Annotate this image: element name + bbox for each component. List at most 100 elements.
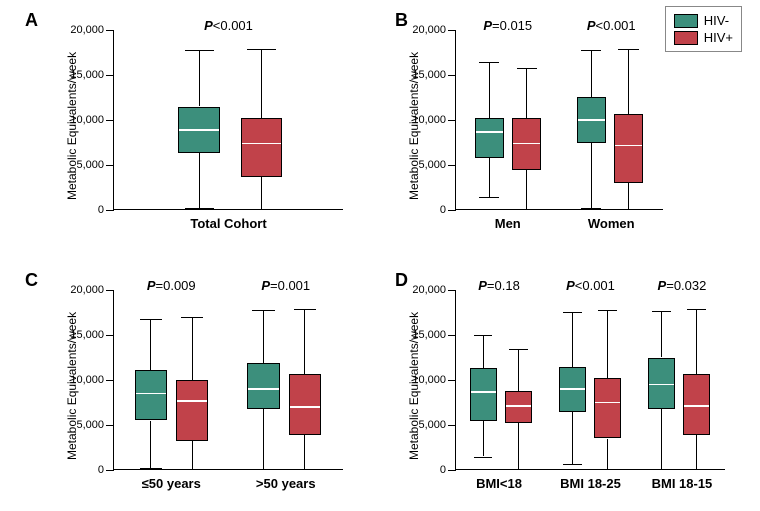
whisker [150,421,151,469]
whisker [591,143,592,208]
p-number: 0.001 [603,18,636,33]
boxplot-box [505,391,532,423]
y-tick-label: 5,000 [76,159,104,171]
whisker [261,49,262,118]
category-label: BMI 18-25 [560,476,621,491]
y-axis-label: Metabolic Equivalents/week [407,52,421,200]
y-tick [106,30,114,31]
whisker [628,183,629,209]
whisker [483,421,484,456]
whisker-cap [247,209,276,210]
whisker-cap [563,464,582,465]
boxplot-box [176,380,208,441]
whisker [661,311,662,358]
p-value: P=0.18 [478,278,520,293]
median-line [290,406,320,408]
median-line [476,131,503,133]
whisker-cap [181,469,204,470]
whisker-cap [252,469,275,470]
plot-area: 05,00010,00015,00020,000P=0.015MenP<0.00… [455,30,663,210]
median-line [513,143,540,145]
panel-label: B [395,10,408,31]
category-label: BMI 18-15 [652,476,713,491]
figure-root: HIV-HIV+A05,00010,00015,00020,000P<0.001… [0,0,760,511]
panel-a: A05,00010,00015,00020,000P<0.001Total Co… [25,12,355,242]
whisker [263,409,264,469]
y-tick-label: 0 [440,464,446,476]
panel-label: D [395,270,408,291]
p-number: 0.001 [582,278,615,293]
whisker-cap [509,349,528,350]
whisker-cap [185,50,214,51]
whisker-cap [652,469,671,470]
panel-label: A [25,10,38,31]
median-line [242,143,281,145]
whisker [304,435,305,469]
whisker [304,309,305,374]
whisker-cap [517,68,537,69]
y-tick [448,470,456,471]
y-tick [448,75,456,76]
whisker-cap [581,50,601,51]
whisker [263,310,264,363]
whisker-cap [140,319,163,320]
y-tick-label: 5,000 [76,419,104,431]
whisker [150,319,151,370]
p-number: 0.001 [278,278,311,293]
boxplot-box [135,370,167,420]
y-tick-label: 20,000 [412,284,446,296]
y-tick-label: 5,000 [418,159,446,171]
category-label: >50 years [256,476,316,491]
whisker-cap [581,208,601,209]
whisker-cap [509,469,528,470]
whisker-cap [517,209,537,210]
y-tick-label: 20,000 [70,24,104,36]
y-tick-label: 20,000 [412,24,446,36]
panel-b: B 05,00010,00015,00020,000P=0.015MenP<0.0… [395,12,735,242]
panel-label: C [25,270,38,291]
median-line [578,119,605,121]
median-line [136,393,166,395]
p-symbol: P [478,278,487,293]
p-symbol: P [147,278,156,293]
boxplot-box [289,374,321,435]
median-line [506,405,531,407]
plot-area: 05,00010,00015,00020,000P=0.18BMI<18P<0.… [455,290,725,470]
whisker [199,153,200,208]
whisker-cap [140,468,163,469]
median-line [179,129,218,131]
whisker [192,441,193,468]
y-tick [448,425,456,426]
plot-area: 05,00010,00015,00020,000P=0.009≤50 years… [113,290,343,470]
boxplot-box [648,358,675,409]
whisker-cap [474,457,493,458]
y-tick [106,470,114,471]
whisker [628,49,629,114]
y-tick [106,335,114,336]
p-value: P<0.001 [587,18,636,33]
y-tick [106,380,114,381]
whisker [607,439,608,469]
whisker [261,177,262,209]
category-label: Total Cohort [190,216,266,231]
median-line [615,145,642,147]
whisker [489,62,490,119]
whisker [483,335,484,368]
median-line [595,402,620,404]
whisker-cap [687,469,706,470]
whisker [199,50,200,107]
boxplot-box [512,118,541,170]
whisker-cap [294,309,317,310]
p-number: 0.032 [674,278,707,293]
p-value: P<0.001 [566,278,615,293]
y-axis-label: Metabolic Equivalents/week [65,312,79,460]
whisker-cap [474,335,493,336]
p-symbol: P [204,18,213,33]
p-symbol: P [587,18,596,33]
whisker [572,412,573,463]
y-axis-label: Metabolic Equivalents/week [407,312,421,460]
whisker-cap [563,312,582,313]
y-tick [448,165,456,166]
median-line [248,388,278,390]
y-axis-label: Metabolic Equivalents/week [65,52,79,200]
